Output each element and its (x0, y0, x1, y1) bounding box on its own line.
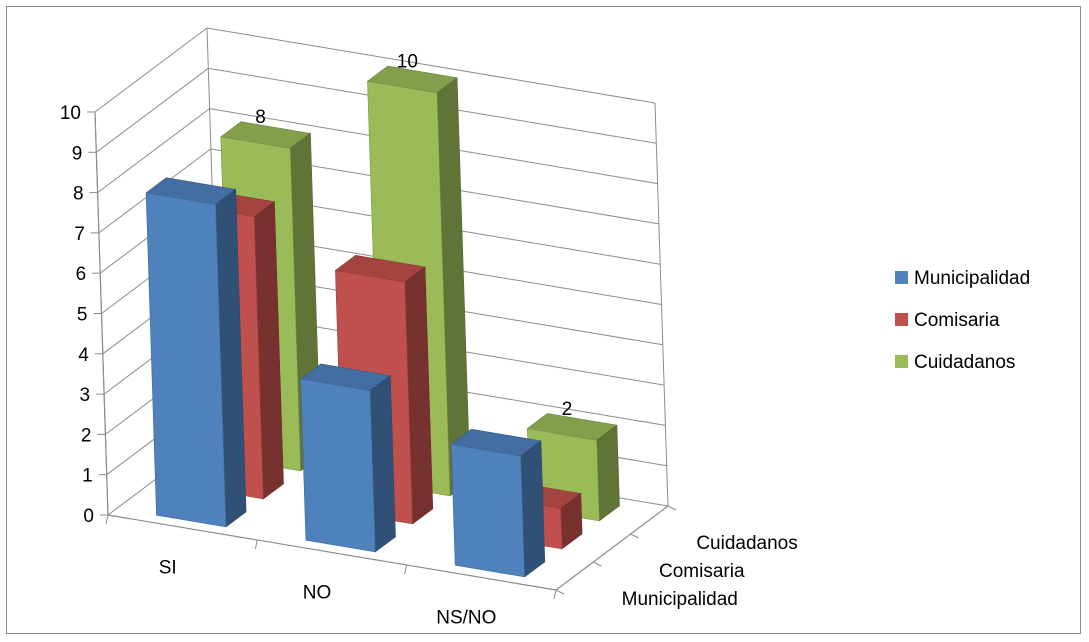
legend-swatch (895, 313, 908, 326)
y-tick-label: 3 (80, 385, 91, 406)
y-tick-label: 0 (83, 506, 94, 527)
depth-tick (555, 589, 565, 595)
legend-label: Cuidadanos (914, 352, 1015, 373)
depth-tick (630, 533, 639, 539)
y-tick-label: 2 (81, 425, 92, 446)
legend: Municipalidad Comisaria Cuidadanos (895, 268, 1030, 373)
bar-side (596, 424, 620, 522)
x-axis-line (107, 514, 557, 591)
bar-front (450, 443, 525, 578)
legend-swatch (895, 355, 908, 368)
bars (145, 65, 620, 578)
gridline (96, 67, 657, 153)
gridline (97, 108, 658, 194)
axes: 0 1 2 3 4 5 6 7 8 9 10 SI NO NS/NO Municipalidad Comisa… (60, 103, 798, 629)
depth-axis-line (555, 505, 669, 591)
bar-side (520, 440, 546, 578)
gridline (98, 148, 659, 234)
y-tick-label: 7 (74, 224, 85, 245)
data-label: 8 (255, 107, 266, 128)
depth-tick-label: Cuidadanos (696, 533, 797, 554)
legend-label: Comisaria (914, 310, 1000, 331)
y-tick-label: 6 (76, 264, 87, 285)
y-tick-label: 8 (73, 184, 84, 205)
depth-tick-label: Municipalidad (622, 589, 738, 610)
y-tick-label: 5 (77, 305, 88, 326)
x-tick (254, 539, 258, 550)
bar-front (145, 192, 227, 528)
bar (299, 363, 396, 553)
bar (450, 428, 546, 578)
depth-tick (593, 561, 602, 567)
data-label: 10 (397, 52, 418, 73)
bar (145, 177, 247, 528)
x-tick (404, 564, 408, 575)
legend-swatch (895, 271, 908, 284)
x-tick-label: NO (303, 583, 332, 604)
y-tick-label: 4 (78, 345, 89, 366)
legend-label: Municipalidad (914, 268, 1030, 289)
x-tick-label: SI (159, 558, 177, 579)
y-tick-label: 9 (72, 143, 83, 164)
y-tick-label: 10 (60, 103, 81, 124)
bar-front (300, 378, 376, 553)
depth-tick (667, 505, 677, 511)
y-tick-label: 1 (82, 466, 93, 487)
labels: 8 10 2 (255, 52, 572, 420)
x-tick (105, 514, 109, 525)
gridline (94, 27, 656, 113)
data-label: 2 (562, 399, 573, 420)
x-tick-label: NS/NO (436, 608, 496, 629)
depth-tick-label: Comisaria (659, 561, 745, 582)
x-tick (553, 589, 557, 600)
